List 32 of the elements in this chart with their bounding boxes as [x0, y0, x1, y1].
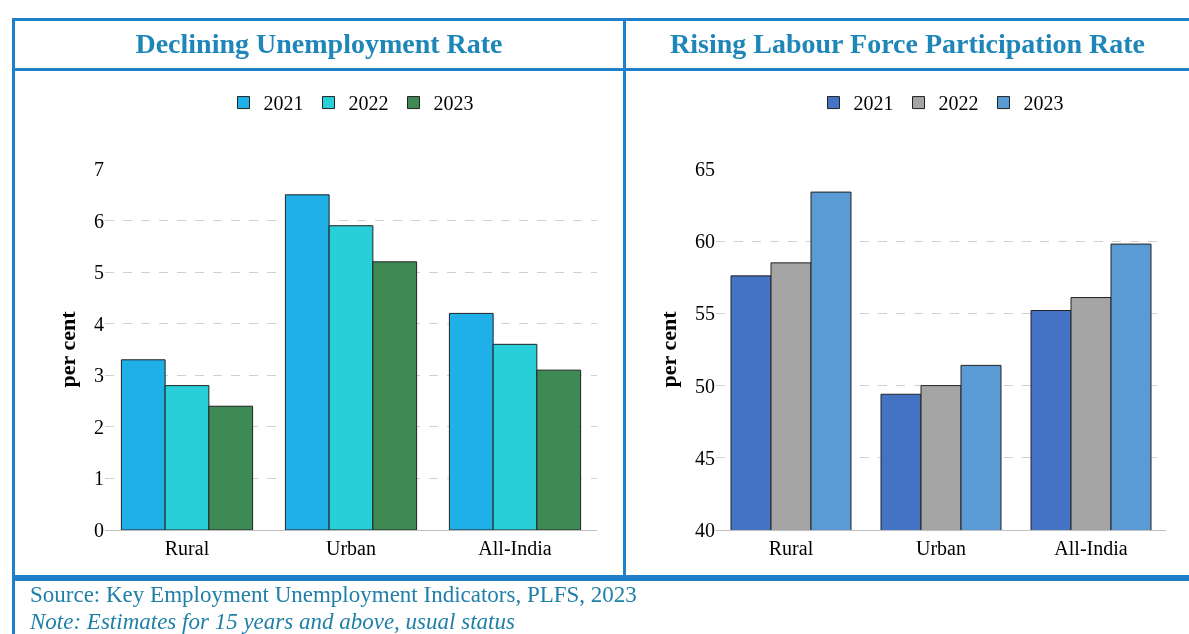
legend-label: 2022 [348, 92, 389, 115]
y-tick-label: 4 [94, 312, 104, 335]
x-tick-label: Urban [916, 537, 966, 559]
y-tick-label: 5 [94, 261, 104, 284]
source-note: Source: Key Employment Unemployment Indicators, PLFS, 2023 [30, 581, 638, 608]
y-axis-title: per cent [54, 310, 80, 388]
x-tick-label: Rural [768, 537, 814, 559]
x-tick-label: Urban [326, 537, 376, 559]
legend-label: 2021 [263, 92, 304, 115]
y-tick-label: 6 [94, 209, 104, 232]
y-tick-label: 3 [94, 364, 104, 387]
chart-title: Declining Unemployment Rate [15, 21, 623, 71]
legend-label: 2022 [938, 92, 979, 115]
y-tick-label: 1 [94, 467, 104, 490]
y-tick-label: 7 [94, 158, 104, 180]
legend-label: 2021 [853, 92, 894, 115]
legend-label: 2023 [433, 92, 474, 115]
chart-title: Rising Labour Force Participation Rate [626, 21, 1189, 71]
y-tick-label: 50 [695, 374, 715, 397]
text: Note: Estimates for 15 years and above, usual status [30, 608, 516, 634]
y-tick-label: 60 [695, 230, 715, 253]
x-tick-label: All-India [478, 537, 552, 559]
x-tick-label: Rural [164, 537, 210, 559]
y-tick-label: 45 [695, 446, 715, 469]
y-tick-label: 0 [94, 519, 104, 541]
y-tick-label: 55 [695, 302, 715, 325]
x-tick-label: All-India [1054, 537, 1128, 559]
y-tick-label: 2 [94, 415, 104, 438]
y-axis-title: per cent [655, 310, 681, 388]
y-tick-label: 65 [695, 158, 715, 180]
legend-label: 2023 [1023, 92, 1064, 115]
y-tick-label: 40 [695, 519, 715, 541]
